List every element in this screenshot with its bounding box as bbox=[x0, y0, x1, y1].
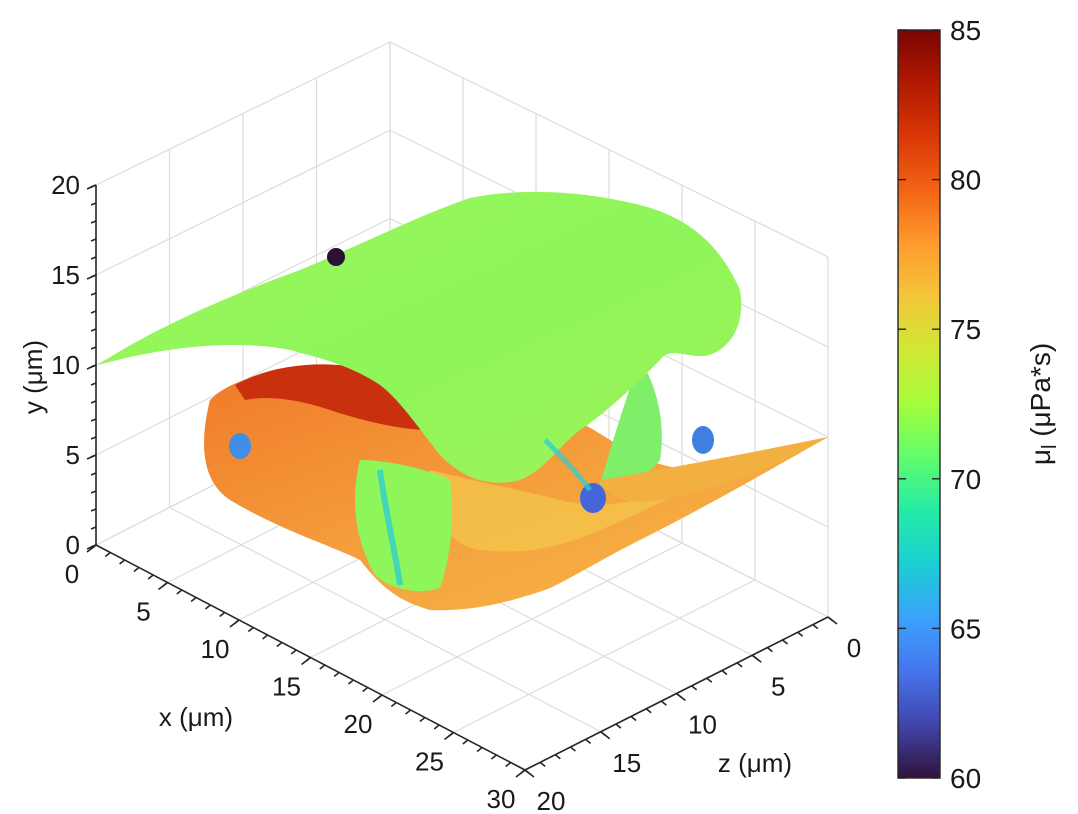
colorbar-tick-label: 65 bbox=[950, 613, 981, 644]
low-spot bbox=[580, 483, 606, 513]
colorbar-label: μl (μPa*s) bbox=[1025, 343, 1061, 465]
low-spot bbox=[692, 426, 714, 454]
colorbar-tick-label: 80 bbox=[950, 165, 981, 196]
z-axis-label: z (μm) bbox=[718, 748, 792, 778]
x-tick-label: 0 bbox=[65, 559, 79, 589]
z-tick-label: 15 bbox=[612, 748, 641, 778]
right-flap bbox=[600, 437, 828, 502]
y-axis-label: y (μm) bbox=[18, 340, 48, 414]
x-axis-label: x (μm) bbox=[159, 702, 233, 732]
colorbar-ticks: 60 65 70 75 80 85 bbox=[898, 15, 981, 794]
x-tick-label: 5 bbox=[136, 597, 150, 627]
y-tick-label: 15 bbox=[51, 260, 80, 290]
low-spot bbox=[229, 433, 251, 459]
surface-plot bbox=[98, 191, 829, 611]
front-leg bbox=[355, 460, 452, 592]
top-canopy bbox=[98, 191, 742, 483]
y-tick-label: 10 bbox=[51, 350, 80, 380]
low-streak bbox=[543, 438, 592, 492]
x-tick-label: 30 bbox=[487, 784, 516, 814]
x-tick-label: 25 bbox=[415, 747, 444, 777]
y-tick-label: 20 bbox=[51, 170, 80, 200]
x-tick-label: 15 bbox=[272, 672, 301, 702]
y-tick-label: 0 bbox=[66, 530, 80, 560]
z-tick-label: 20 bbox=[537, 786, 566, 814]
colorbar-tick-label: 85 bbox=[950, 15, 981, 46]
z-tick-label: 10 bbox=[688, 710, 717, 740]
colorbar: 60 65 70 75 80 85 μl (μPa*s) bbox=[897, 15, 1061, 794]
tick-labels: 0 5 10 15 20 0 5 10 15 20 25 30 0 5 10 15 20 bbox=[51, 170, 861, 814]
colorbar-gradient bbox=[897, 29, 941, 779]
x-tick-label: 20 bbox=[344, 709, 373, 739]
z-tick-label: 0 bbox=[847, 633, 861, 663]
axes-front bbox=[86, 184, 838, 778]
colorbar-tick-label: 70 bbox=[950, 464, 981, 495]
back-leg bbox=[600, 360, 662, 487]
low-streak bbox=[377, 469, 403, 586]
min-marker bbox=[327, 248, 345, 266]
z-tick-label: 5 bbox=[771, 671, 785, 701]
x-tick-label: 10 bbox=[201, 634, 230, 664]
colorbar-tick-label: 75 bbox=[950, 314, 981, 345]
colorbar-tick-label: 60 bbox=[950, 763, 981, 794]
y-tick-label: 5 bbox=[66, 440, 80, 470]
